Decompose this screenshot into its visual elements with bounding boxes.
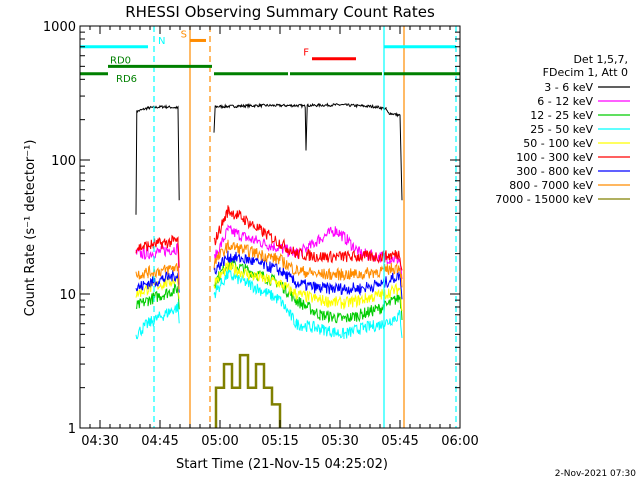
series-line-100-300-kev (135, 205, 403, 271)
y-tick-label: 10 (59, 288, 76, 303)
x-tick-label: 06:00 (441, 434, 478, 449)
x-tick-label: 04:45 (141, 434, 178, 449)
legend-header-line: FDecim 1, Att 0 (543, 66, 628, 79)
flag-label-s: S (181, 29, 187, 40)
series-line-12-25-kev (135, 257, 403, 324)
plot-frame (79, 25, 461, 429)
x-axis-label: Start Time (21-Nov-15 04:25:02) (176, 457, 388, 472)
x-tick-label: 05:45 (381, 434, 418, 449)
flag-label-rd6: RD6 (116, 74, 137, 85)
y-tick-label: 1 (68, 422, 76, 437)
date-stamp: 2-Nov-2021 07:30 (555, 469, 637, 479)
x-tick-label: 05:00 (201, 434, 238, 449)
legend-label-100-300-kev: 100 - 300 keV (516, 151, 593, 164)
legend-label-12-25-kev: 12 - 25 keV (530, 109, 593, 122)
y-axis-label: Count Rate (s⁻¹ detector⁻¹) (23, 140, 38, 317)
flag-label-n: N (158, 36, 165, 47)
y-tick-label: 100 (51, 154, 76, 169)
legend-label-3-6-kev: 3 - 6 keV (544, 81, 593, 94)
x-tick-label: 04:30 (81, 434, 118, 449)
legend-label-25-50-kev: 25 - 50 keV (530, 123, 593, 136)
x-tick-label: 05:30 (321, 434, 358, 449)
legend-header-line: Det 1,5,7, (573, 53, 628, 66)
flag-label-rd0: RD0 (110, 55, 131, 66)
chart-title: RHESSI Observing Summary Count Rates (125, 3, 435, 21)
legend-label-7000-15000-kev: 7000 - 15000 keV (495, 193, 593, 206)
flag-label-f: F (303, 48, 309, 59)
x-tick-label: 05:15 (261, 434, 298, 449)
series-line-800-7000-kev (135, 239, 403, 290)
series-line-300-800-kev (135, 250, 403, 300)
legend-label-800-7000-kev: 800 - 7000 keV (509, 179, 593, 192)
y-tick-label: 1000 (43, 20, 76, 35)
series-line-7000-15000-kev (214, 353, 282, 428)
series-line-3-6-kev (135, 102, 403, 215)
legend-label-50-100-kev: 50 - 100 keV (523, 137, 593, 150)
series-line-25-50-kev (135, 268, 403, 340)
legend-label-6-12-kev: 6 - 12 keV (537, 95, 593, 108)
legend-label-300-800-kev: 300 - 800 keV (516, 165, 593, 178)
